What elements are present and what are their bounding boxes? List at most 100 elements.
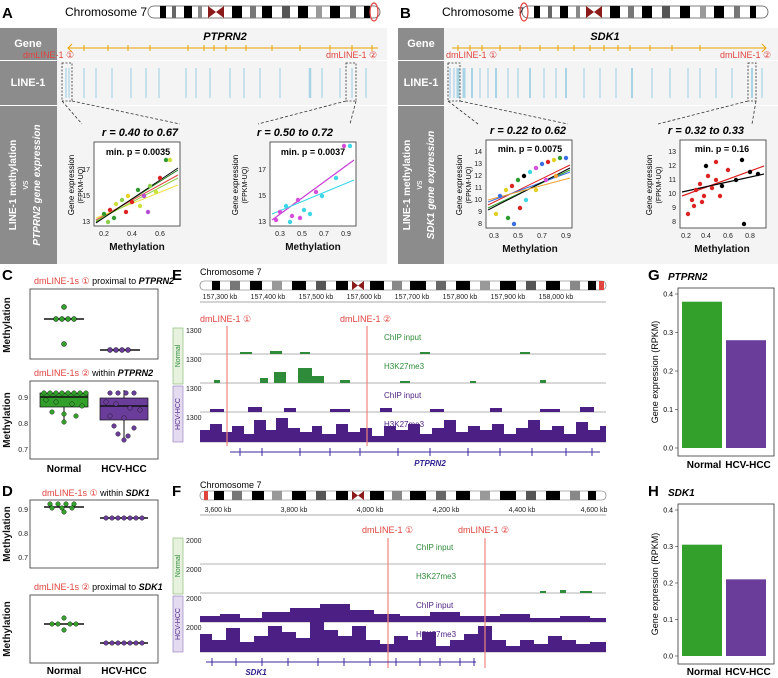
chromosome-ideogram	[519, 2, 769, 22]
scatter-b2-r: r = 0.32 to 0.33	[668, 125, 744, 137]
coord-tick: 157,700 kb	[395, 294, 430, 301]
line1-row-header	[0, 61, 57, 105]
ylabel: Methylation	[2, 601, 13, 657]
track-label: H3K27me3	[384, 420, 425, 429]
coord-tick: 3,600 kb	[205, 507, 232, 514]
scatter-b2-p: min. p = 0.16	[695, 144, 749, 154]
scale: 2000	[186, 625, 202, 632]
tick: 11	[669, 177, 676, 184]
chromosome-label: Chromosome 7	[442, 5, 524, 19]
panel-letter-b: B	[400, 5, 411, 22]
scale: 1300	[186, 386, 202, 393]
chart-g-ytick-label: 0.4	[663, 292, 673, 299]
side-label-1: LINE-1 methylation	[402, 140, 413, 231]
panel-letter-d: D	[2, 483, 13, 500]
scatter-a1-r: r = 0.40 to 0.67	[102, 127, 179, 139]
line1-track	[65, 68, 367, 98]
group-hcc: HCV-HCC	[175, 398, 182, 430]
tick: 17	[82, 167, 90, 174]
scatter-a2-ylabel-2: (FPKM-UQ)	[242, 167, 249, 204]
scatter-a1-points	[95, 157, 179, 225]
box-title: dmLINE-1s ① within SDK1	[42, 488, 150, 498]
scatter-b1-points	[487, 155, 571, 227]
scatter-a2-ylabel-1: Gene expression	[231, 155, 240, 215]
tick: 8	[672, 219, 676, 226]
track-label: H3K27me3	[416, 572, 457, 581]
track-label: ChIP input	[416, 601, 454, 610]
box-hcc-bottom	[99, 390, 149, 443]
scatter-b1-r: r = 0.22 to 0.62	[490, 125, 566, 137]
side-label-2: vs	[20, 180, 30, 190]
dm2-label: dmLINE-1 ②	[340, 314, 391, 324]
tick: 0.8	[18, 421, 28, 428]
track-label: H3K27me3	[416, 630, 457, 639]
gene-model	[230, 448, 600, 456]
dm2-label: dmLINE-1 ②	[326, 50, 377, 60]
coord-tick: 4,000 kb	[357, 507, 384, 514]
chart-h-bar-normal	[682, 544, 722, 656]
coord-tick: 3,800 kb	[281, 507, 308, 514]
tick: 15	[258, 193, 266, 200]
ylabel: Methylation	[2, 506, 13, 562]
coord-tick: 157,500 kb	[299, 294, 334, 301]
tick: 0.9	[341, 231, 351, 238]
chromosome-label: Chromosome 7	[200, 480, 262, 490]
tick: 0.7	[537, 233, 547, 240]
scatter-b2-points	[681, 157, 765, 227]
chromosome-ideogram	[199, 490, 607, 501]
xcat-hcc: HCV-HCC	[101, 666, 147, 677]
tick: 0.6	[723, 233, 733, 240]
box-normal-bottom	[44, 615, 84, 633]
chart-g-bar-hcv-hcc	[726, 340, 766, 448]
tick: 13	[258, 219, 266, 226]
chart-g-ytick-label: 0.3	[663, 330, 673, 337]
dm1-label: dmLINE-1 ①	[23, 50, 74, 60]
chart-h-ytick-label: 0.0	[663, 654, 673, 661]
box-normal-top	[44, 501, 84, 515]
group-normal: Normal	[175, 344, 182, 367]
box-title: dmLINE-1s ① proximal to PTPRN2	[34, 276, 174, 286]
coord-tick: 157,900 kb	[491, 294, 526, 301]
tick: 13	[474, 161, 482, 168]
panel-b: B Gene LINE-1 LINE-1 methylation vs SDK1…	[398, 2, 778, 264]
panel-letter-g: G	[648, 267, 660, 284]
panel-d: D dmLINE-1s ① within SDK1 Methylation 0.…	[2, 483, 163, 677]
coord-tick: 157,300 kb	[203, 294, 238, 301]
coord-tick: 158,000 kb	[539, 294, 574, 301]
gene-model	[206, 658, 476, 666]
tick: 0.6	[155, 231, 165, 238]
tick: 9	[478, 209, 482, 216]
box-title: dmLINE-1s ② within PTPRN2	[34, 368, 153, 378]
line1-track	[449, 68, 763, 98]
tick: 0.4	[127, 231, 137, 238]
box-hcc-top	[100, 515, 148, 521]
box-title: dmLINE-1s ② proximal to SDK1	[34, 582, 163, 592]
tick: 0.9	[18, 395, 28, 402]
tick: 14	[474, 149, 482, 156]
box-normal-bottom	[39, 390, 89, 425]
chart-h-ytick-label: 0.4	[663, 508, 673, 515]
coord-tick: 157,400 kb	[251, 294, 286, 301]
side-label-3: SDK1 gene expression	[426, 131, 437, 239]
tick: 8	[478, 221, 482, 228]
panel-letter-h: H	[648, 483, 659, 500]
group-hcc: HCV-HCC	[175, 608, 182, 640]
scatter-b2-ylabel-1: Gene expression	[645, 155, 654, 215]
panel-e: E Chromosome 7 157,300 kb 157,400 kb 157…	[172, 267, 607, 468]
tick: 0.7	[319, 231, 329, 238]
scatter-b1-ylabel-1: Gene expression	[455, 155, 464, 215]
scale: 2000	[186, 567, 202, 574]
tick: 12	[668, 163, 676, 170]
side-label-1: LINE-1 methylation	[8, 140, 19, 231]
tick: 10	[668, 191, 676, 198]
chart-h-bar-hcv-hcc	[726, 579, 766, 656]
tick: 0.3	[275, 231, 285, 238]
track-label: ChIP input	[384, 333, 422, 342]
tick: 0.2	[99, 231, 109, 238]
track-label: ChIP input	[384, 391, 422, 400]
gene-model	[67, 43, 378, 53]
scatter-a2-xlabel: Methylation	[285, 242, 341, 253]
tick: 0.8	[18, 531, 28, 538]
tick: 0.3	[489, 233, 499, 240]
tick: 11	[475, 185, 482, 192]
